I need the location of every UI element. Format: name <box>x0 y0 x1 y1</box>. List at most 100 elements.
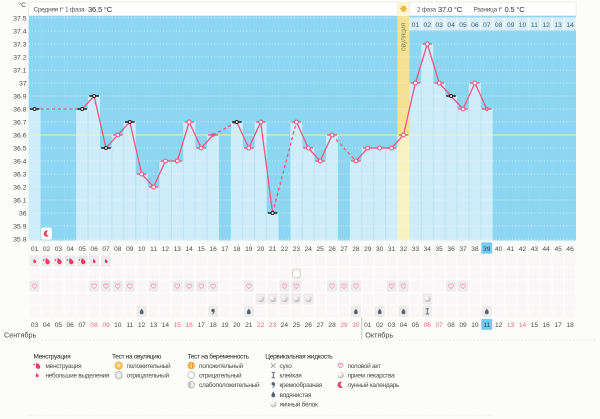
svg-text:31: 31 <box>388 246 396 253</box>
svg-text:35: 35 <box>436 246 444 253</box>
svg-text:2 фаза: 2 фаза <box>417 7 437 14</box>
svg-text:12: 12 <box>542 22 550 29</box>
svg-text:15: 15 <box>174 322 182 329</box>
svg-text:30: 30 <box>352 322 360 329</box>
svg-text:09: 09 <box>102 322 110 329</box>
svg-text:Средняя t° 1 фаза: Средняя t° 1 фаза <box>34 6 86 14</box>
svg-text:23: 23 <box>269 322 277 329</box>
svg-text:36.7: 36.7 <box>13 119 26 126</box>
svg-text:11: 11 <box>126 322 133 329</box>
svg-text:29: 29 <box>340 322 348 329</box>
svg-text:06: 06 <box>67 322 75 329</box>
svg-text:03: 03 <box>388 322 396 329</box>
svg-text:09: 09 <box>507 22 515 29</box>
svg-text:04: 04 <box>43 322 51 329</box>
svg-text:37: 37 <box>459 246 467 253</box>
svg-text:37.0 °C: 37.0 °C <box>438 5 463 14</box>
svg-text:положительный: положительный <box>199 362 244 370</box>
svg-text:45: 45 <box>555 246 563 253</box>
svg-text:22: 22 <box>281 246 289 253</box>
svg-text:Сентябрь: Сентябрь <box>4 331 36 340</box>
svg-text:37.4: 37.4 <box>13 28 26 35</box>
svg-text:07: 07 <box>436 322 444 329</box>
svg-text:36.5 °C: 36.5 °C <box>88 5 113 14</box>
svg-text:15: 15 <box>198 246 206 253</box>
svg-text:13: 13 <box>507 322 515 329</box>
svg-text:17: 17 <box>221 246 229 253</box>
svg-text:отрицательный: отрицательный <box>199 372 242 380</box>
svg-text:19: 19 <box>245 246 253 253</box>
svg-text:36.1: 36.1 <box>13 197 26 204</box>
svg-text:42: 42 <box>519 246 527 253</box>
svg-text:19: 19 <box>221 322 229 329</box>
svg-text:16: 16 <box>543 322 551 329</box>
svg-text:37.3: 37.3 <box>13 41 26 48</box>
svg-text:овуляция: овуляция <box>401 23 408 51</box>
svg-text:17: 17 <box>555 322 563 329</box>
svg-text:01: 01 <box>412 22 420 29</box>
svg-text:44: 44 <box>543 246 551 253</box>
svg-text:21: 21 <box>269 246 277 253</box>
svg-text:36: 36 <box>19 210 27 217</box>
svg-text:03: 03 <box>55 246 63 253</box>
svg-text:16: 16 <box>186 322 194 329</box>
svg-text:04: 04 <box>67 246 75 253</box>
svg-text:37: 37 <box>19 80 27 87</box>
svg-text:10: 10 <box>114 322 122 329</box>
svg-text:02: 02 <box>376 322 384 329</box>
svg-text:05: 05 <box>412 322 420 329</box>
svg-text:Менструация: Менструация <box>34 354 72 361</box>
svg-text:лунный календарь: лунный календарь <box>348 381 400 389</box>
svg-text:36.4: 36.4 <box>13 158 26 165</box>
svg-text:09: 09 <box>126 246 134 253</box>
svg-text:27: 27 <box>340 246 348 253</box>
svg-text:12: 12 <box>162 246 170 253</box>
svg-text:06: 06 <box>471 22 479 29</box>
svg-text:08: 08 <box>447 322 455 329</box>
svg-text:23: 23 <box>293 246 301 253</box>
svg-text:26: 26 <box>305 322 313 329</box>
svg-text:25: 25 <box>293 322 301 329</box>
svg-text:36.5: 36.5 <box>13 145 26 152</box>
svg-text:01: 01 <box>364 322 372 329</box>
svg-text:08: 08 <box>495 22 503 29</box>
svg-text:10: 10 <box>519 22 527 29</box>
svg-text:13: 13 <box>174 246 182 253</box>
svg-text:09: 09 <box>459 322 467 329</box>
svg-text:20: 20 <box>233 322 241 329</box>
svg-text:небольшие выделения: небольшие выделения <box>46 372 110 380</box>
svg-text:Тест на беременность: Тест на беременность <box>188 353 250 361</box>
svg-text:30: 30 <box>376 246 384 253</box>
svg-text:отрицательный: отрицательный <box>127 372 170 380</box>
svg-text:05: 05 <box>459 22 467 29</box>
svg-text:29: 29 <box>364 246 372 253</box>
svg-text:половой акт: половой акт <box>348 362 381 370</box>
svg-text:37.1: 37.1 <box>13 67 26 74</box>
svg-text:06: 06 <box>424 322 432 329</box>
svg-text:клейкая: клейкая <box>280 372 303 380</box>
svg-text:сухо: сухо <box>280 363 293 370</box>
svg-text:46: 46 <box>566 246 574 253</box>
svg-text:положительный: положительный <box>127 362 172 370</box>
svg-text:22: 22 <box>257 322 265 329</box>
svg-text:21: 21 <box>245 322 253 329</box>
svg-text:02: 02 <box>424 22 432 29</box>
svg-text:07: 07 <box>79 322 87 329</box>
svg-text:41: 41 <box>507 246 515 253</box>
svg-text:38: 38 <box>471 246 479 253</box>
svg-text:05: 05 <box>55 322 63 329</box>
svg-text:15: 15 <box>531 322 539 329</box>
svg-text:кремообразная: кремообразная <box>280 381 323 389</box>
svg-text:12: 12 <box>138 322 146 329</box>
svg-text:Октябрь: Октябрь <box>365 331 393 340</box>
svg-text:14: 14 <box>519 322 527 329</box>
svg-text:24: 24 <box>281 322 289 329</box>
svg-text:25: 25 <box>317 246 325 253</box>
svg-text:35.9: 35.9 <box>13 223 26 230</box>
svg-text:02: 02 <box>43 246 51 253</box>
svg-text:10: 10 <box>138 246 146 253</box>
svg-text:36.2: 36.2 <box>13 184 26 191</box>
svg-text:03: 03 <box>435 22 443 29</box>
svg-text:27: 27 <box>317 322 325 329</box>
svg-text:36.8: 36.8 <box>13 106 26 113</box>
